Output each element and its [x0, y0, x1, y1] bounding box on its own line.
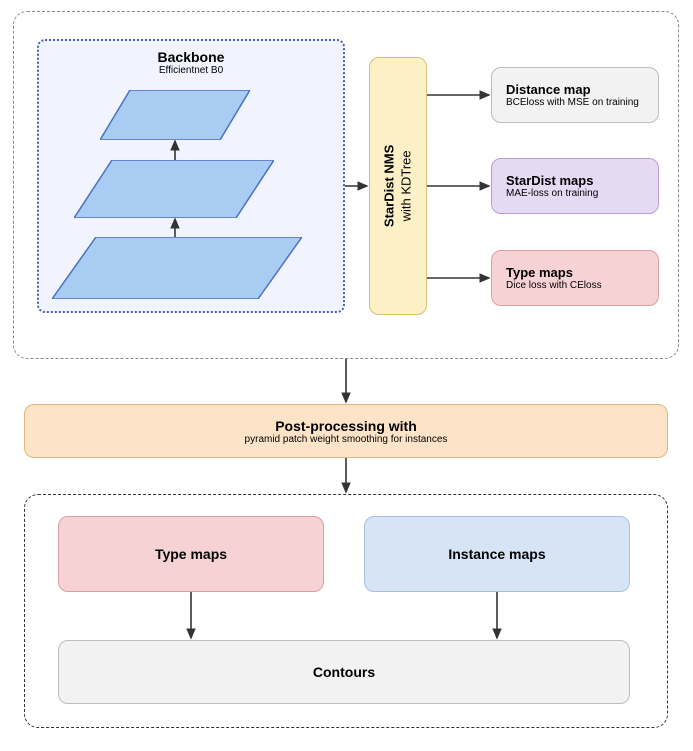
backbone-layer-3 — [52, 237, 302, 299]
type-maps-box: Type maps Dice loss with CEloss — [491, 250, 659, 306]
contours-box: Contours — [58, 640, 630, 704]
instance-maps-title: Instance maps — [448, 546, 545, 562]
backbone-layer-2 — [74, 160, 274, 218]
stardist-nms-line2: with KDTree — [398, 145, 415, 227]
postprocessing-subtitle: pyramid patch weight smoothing for insta… — [245, 434, 448, 445]
distance-map-subtitle: BCEloss with MSE on training — [506, 97, 639, 108]
distance-map-box: Distance map BCEloss with MSE on trainin… — [491, 67, 659, 123]
backbone-title: Backbone — [39, 49, 343, 65]
stardist-nms-box: StarDist NMS with KDTree — [369, 57, 427, 315]
postprocessing-title: Post-processing with — [275, 418, 417, 434]
backbone-layer-1 — [100, 90, 250, 140]
type-maps-bottom-title: Type maps — [155, 546, 227, 562]
type-maps-title: Type maps — [506, 265, 573, 280]
contours-title: Contours — [313, 664, 375, 680]
type-maps-subtitle: Dice loss with CEloss — [506, 280, 602, 291]
stardist-maps-subtitle: MAE-loss on training — [506, 188, 598, 199]
postprocessing-box: Post-processing with pyramid patch weigh… — [24, 404, 668, 458]
stardist-nms-line1: StarDist NMS — [381, 145, 396, 227]
stardist-maps-title: StarDist maps — [506, 173, 593, 188]
backbone-subtitle: Efficientnet B0 — [39, 65, 343, 76]
distance-map-title: Distance map — [506, 82, 591, 97]
type-maps-bottom-box: Type maps — [58, 516, 324, 592]
stardist-maps-box: StarDist maps MAE-loss on training — [491, 158, 659, 214]
instance-maps-box: Instance maps — [364, 516, 630, 592]
